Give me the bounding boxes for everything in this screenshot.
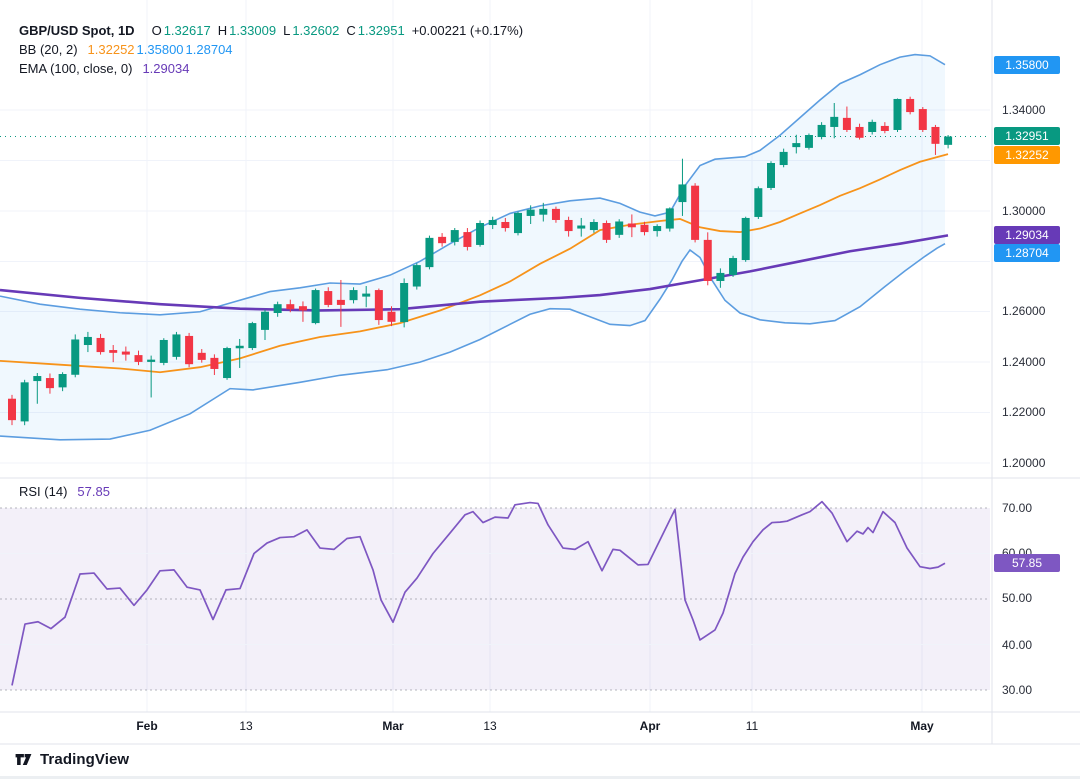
price-badge: 1.29034 [994, 226, 1060, 244]
time-tick-label: 11 [745, 719, 759, 733]
symbol-title: GBP/USD Spot, 1D [19, 23, 135, 38]
time-tick-label: Feb [136, 719, 158, 733]
close-label: C [346, 23, 356, 38]
low-value: 1.32602 [292, 23, 340, 38]
price-badge: 1.32951 [994, 127, 1060, 145]
time-tick-label: May [910, 719, 934, 733]
price-tick-label: 1.26000 [1002, 304, 1046, 318]
rsi-legend-panel: RSI (14) 57.85 [19, 482, 110, 501]
rsi-value: 57.85 [77, 484, 110, 499]
price-tick-label: 1.20000 [1002, 456, 1046, 470]
time-tick-label: Apr [639, 719, 661, 733]
bb-fill [0, 54, 945, 440]
price-tick-label: 1.30000 [1002, 204, 1046, 218]
time-tick-label: 13 [239, 719, 253, 733]
rsi-badge: 57.85 [994, 554, 1060, 572]
tradingview-logo-text: TradingView [40, 751, 130, 768]
time-tick-label: 13 [483, 719, 497, 733]
bb-lower-line [0, 242, 946, 441]
high-label: H [217, 23, 228, 38]
price-tick-label: 1.24000 [1002, 355, 1046, 369]
tradingview-logo-icon [15, 753, 32, 766]
legend-rsi-row[interactable]: RSI (14) 57.85 [19, 482, 110, 501]
price-badge: 1.32252 [994, 146, 1060, 164]
open-value: 1.32617 [163, 23, 211, 38]
legend-symbol-row[interactable]: GBP/USD Spot, 1D O 1.32617 H 1.33009 L 1.32… [19, 21, 523, 40]
legend-bb-row[interactable]: BB (20, 2) 1.32252 1.35800 1.28704 [19, 40, 523, 59]
open-label: O [151, 23, 162, 38]
change-value: +0.00221 (+0.17%) [411, 23, 524, 38]
rsi-tick-label: 70.00 [1002, 501, 1033, 515]
bb-upper-value: 1.35800 [136, 42, 184, 57]
rsi-tick-label: 50.00 [1002, 591, 1033, 605]
bb-upper-line [0, 53, 946, 316]
ema-line [0, 234, 949, 312]
legend-panel: GBP/USD Spot, 1D O 1.32617 H 1.33009 L 1.32… [19, 21, 523, 78]
bb-lower-value: 1.28704 [185, 42, 233, 57]
legend-ema-row[interactable]: EMA (100, close, 0) 1.29034 [19, 59, 523, 78]
time-tick-label: Mar [382, 719, 404, 733]
candlestick-series [8, 96, 953, 426]
low-label: L [283, 23, 291, 38]
price-badge: 1.35800 [994, 56, 1060, 74]
rsi-label: RSI (14) [19, 484, 68, 499]
bb-basis-line [0, 153, 949, 374]
price-tick-label: 1.22000 [1002, 405, 1046, 419]
high-value: 1.33009 [229, 23, 277, 38]
price-tick-label: 1.34000 [1002, 103, 1046, 117]
ema-label: EMA (100, close, 0) [19, 61, 133, 76]
close-value: 1.32951 [357, 23, 405, 38]
ema-value: 1.29034 [142, 61, 190, 76]
bb-basis-value: 1.32252 [87, 42, 135, 57]
rsi-line [11, 500, 946, 686]
rsi-tick-label: 30.00 [1002, 683, 1033, 697]
bb-label: BB (20, 2) [19, 42, 78, 57]
rsi-tick-label: 40.00 [1002, 638, 1033, 652]
tradingview-logo[interactable]: TradingView [14, 750, 129, 769]
price-badge: 1.28704 [994, 244, 1060, 262]
